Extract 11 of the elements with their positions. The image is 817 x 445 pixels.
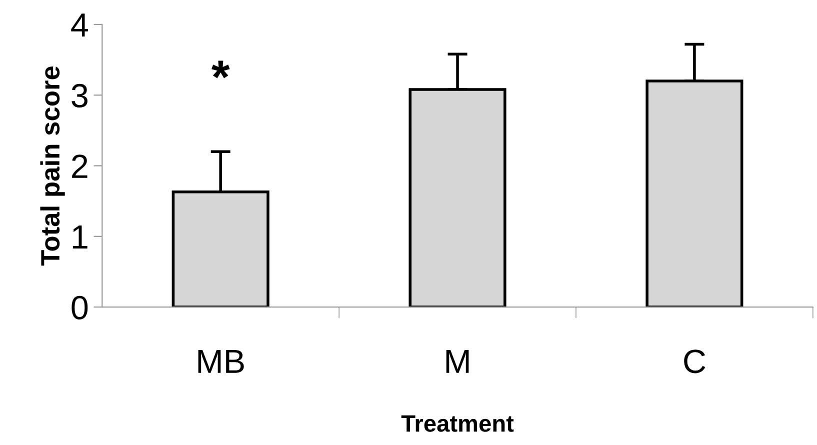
x-tick-label: C (684, 350, 706, 374)
y-tick-label: 3 (72, 84, 88, 108)
y-tick-label: 4 (71, 14, 88, 37)
annotation: * (212, 60, 230, 78)
x-axis-title: Treatment (401, 415, 514, 432)
y-axis-title: Total pain score (40, 66, 65, 266)
x-tick-label: MB (198, 350, 244, 373)
y-tick-label: 0 (72, 296, 88, 320)
x-tick-label: M (446, 350, 469, 373)
y-tick-label: 1 (72, 226, 88, 248)
y-tick-label: 2 (72, 154, 88, 178)
